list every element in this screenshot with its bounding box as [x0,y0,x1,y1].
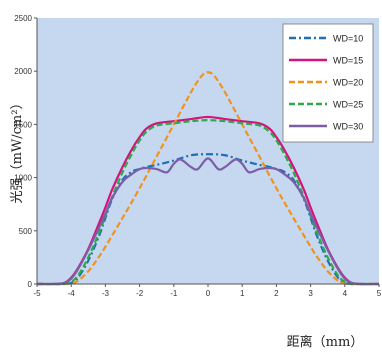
x-tick-label: 2 [274,289,279,298]
y-tick-label: 500 [19,227,33,236]
x-tick-label: -2 [136,289,144,298]
series-line-4 [37,119,379,286]
legend-label-3: WD=20 [333,78,363,88]
x-tick-label: -4 [68,289,76,298]
x-tick-label: -5 [33,289,41,298]
x-tick-label: 3 [308,289,313,298]
x-axis-title: 距离（mm） [287,334,364,350]
y-tick-label: 1500 [14,120,32,129]
y-tick-label: 2000 [14,67,32,76]
y-tick-label: 0 [28,280,33,289]
legend-label-4: WD=25 [333,100,363,110]
y-tick-label: 2500 [14,14,32,23]
legend-label-1: WD=10 [333,34,363,44]
legend-label-5: WD=30 [333,122,363,132]
x-tick-label: 0 [206,289,211,298]
x-tick-label: 1 [240,289,245,298]
y-axis-title: 光强（mW/cm²） [10,97,25,204]
x-tick-label: 4 [343,289,348,298]
legend-label-2: WD=15 [333,56,363,66]
series-line-1 [37,153,379,286]
x-tick-label: -1 [170,289,178,298]
x-tick-label: 5 [377,289,382,298]
series-line-5 [36,157,380,286]
series-line-3 [37,71,379,286]
y-tick-label: 1000 [14,174,32,183]
x-tick-label: -3 [102,289,110,298]
